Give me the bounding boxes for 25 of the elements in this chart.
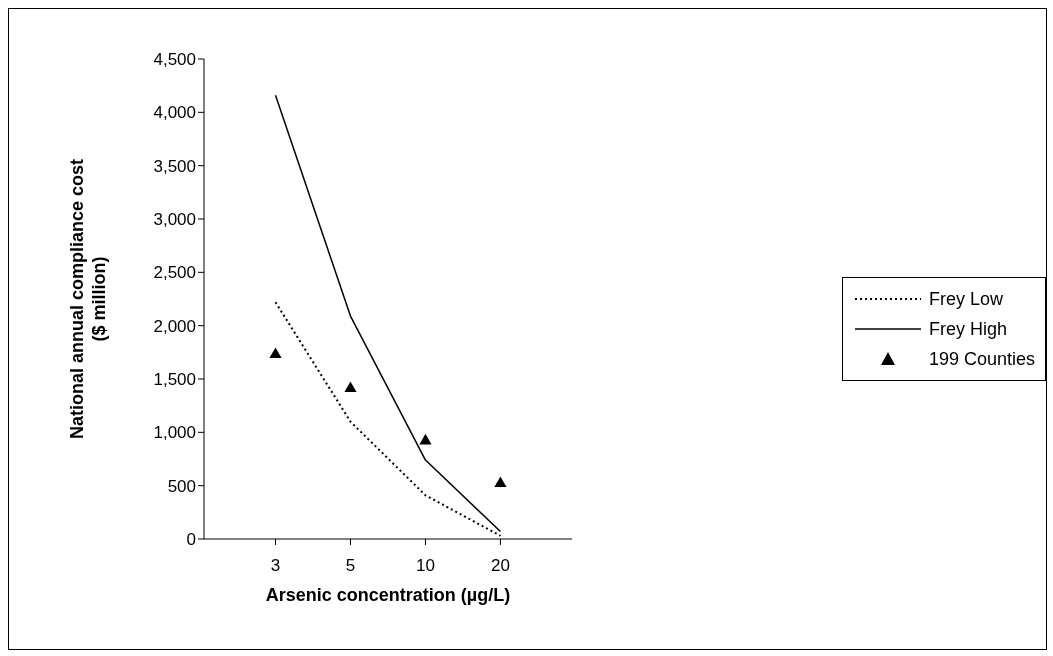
point <box>269 347 282 358</box>
line-series <box>274 94 502 533</box>
y-tick-label: 1,500 <box>153 370 196 390</box>
y-tick-label: 2,000 <box>153 316 196 336</box>
legend-label: Frey High <box>928 318 1007 341</box>
y-tick-label: 3,000 <box>153 210 196 230</box>
y-tick-label: 4,500 <box>153 50 196 70</box>
point <box>494 476 507 488</box>
y-tick-label: 1,000 <box>153 423 196 443</box>
legend-label: 199 Counties <box>928 348 1035 371</box>
x-tick-label: 20 <box>490 556 510 576</box>
y-tick-label: 3,500 <box>153 156 196 176</box>
x-axis-title: Arsenic concentration (µg/L) <box>265 585 511 605</box>
legend-label: Frey Low <box>928 288 1003 311</box>
x-tick-label: 3 <box>270 556 281 576</box>
y-tick-label: 500 <box>167 476 196 496</box>
y-axis-title: National annual compliance cost ($ million) <box>67 158 109 440</box>
point <box>344 381 357 393</box>
x-tick-label: 5 <box>345 556 356 576</box>
x-tick-label: 10 <box>415 556 435 576</box>
y-tick-label: 0 <box>186 530 196 550</box>
y-tick-label: 2,500 <box>153 263 196 283</box>
point <box>419 433 432 445</box>
line-series <box>274 301 502 537</box>
y-tick-label: 4,000 <box>153 103 196 123</box>
